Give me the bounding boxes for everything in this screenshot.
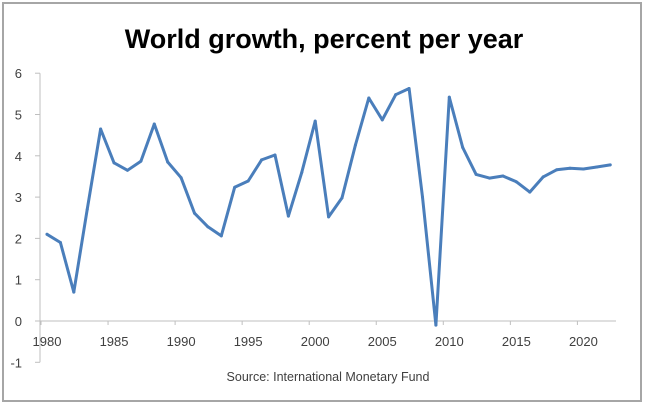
y-tick-label: 6 [15, 66, 22, 81]
data-point [300, 170, 304, 174]
y-tick-label: -1 [10, 355, 22, 370]
y-tick-label: 0 [15, 314, 22, 329]
data-point [139, 159, 143, 163]
data-point [125, 168, 129, 172]
data-point [273, 153, 277, 157]
data-point [394, 93, 398, 97]
series-layer [45, 86, 612, 327]
data-point [568, 166, 572, 170]
data-point [608, 163, 612, 167]
data-point [152, 122, 156, 126]
data-point [581, 167, 585, 171]
data-point [193, 211, 197, 215]
source-note: Source: International Monetary Fund [227, 370, 430, 384]
x-tick-label: 1980 [33, 334, 62, 349]
x-tick-label: 1990 [167, 334, 196, 349]
data-point [58, 241, 62, 245]
x-tick-label: 2000 [301, 334, 330, 349]
chart-title: World growth, percent per year [125, 24, 524, 54]
x-tick-label: 2010 [435, 334, 464, 349]
data-point [514, 180, 518, 184]
x-tick-label: 1985 [100, 334, 129, 349]
data-point [45, 232, 49, 236]
data-point [179, 176, 183, 180]
y-tick-label: 5 [15, 108, 22, 123]
data-point [501, 174, 505, 178]
data-point [407, 86, 411, 90]
x-tick-label: 2020 [569, 334, 598, 349]
data-point [447, 95, 451, 99]
data-point [541, 175, 545, 179]
data-point [219, 234, 223, 238]
chart-frame [2, 2, 642, 402]
x-tick-label: 2005 [368, 334, 397, 349]
x-tick-label: 1995 [234, 334, 263, 349]
data-point [474, 172, 478, 176]
data-point [420, 195, 424, 199]
data-point [380, 118, 384, 122]
x-tick-label: 2015 [502, 334, 531, 349]
data-point [99, 127, 103, 131]
data-point [461, 146, 465, 150]
data-point [595, 165, 599, 169]
data-point [112, 161, 116, 165]
data-point [72, 290, 76, 294]
x-axis: 1980 1985 1990 1995 2000 2005 2010 2015 2020 [33, 320, 616, 349]
y-axis: -1 0 1 2 3 4 5 6 [10, 66, 41, 370]
data-point [246, 179, 250, 183]
data-point [353, 143, 357, 147]
series-line [45, 87, 612, 327]
data-point [327, 215, 331, 219]
data-point [166, 160, 170, 164]
y-tick-label: 4 [15, 149, 22, 164]
y-tick-label: 3 [15, 190, 22, 205]
data-point [206, 225, 210, 229]
data-point [555, 168, 559, 172]
data-point [85, 207, 89, 211]
y-tick-label: 2 [15, 231, 22, 246]
data-point [488, 176, 492, 180]
data-point [313, 119, 317, 123]
data-point [286, 214, 290, 218]
y-tick-label: 1 [15, 273, 22, 288]
data-point [233, 185, 237, 189]
data-point [340, 196, 344, 200]
data-point [260, 158, 264, 162]
data-point [367, 96, 371, 100]
data-point [434, 323, 438, 327]
data-point [528, 190, 532, 194]
